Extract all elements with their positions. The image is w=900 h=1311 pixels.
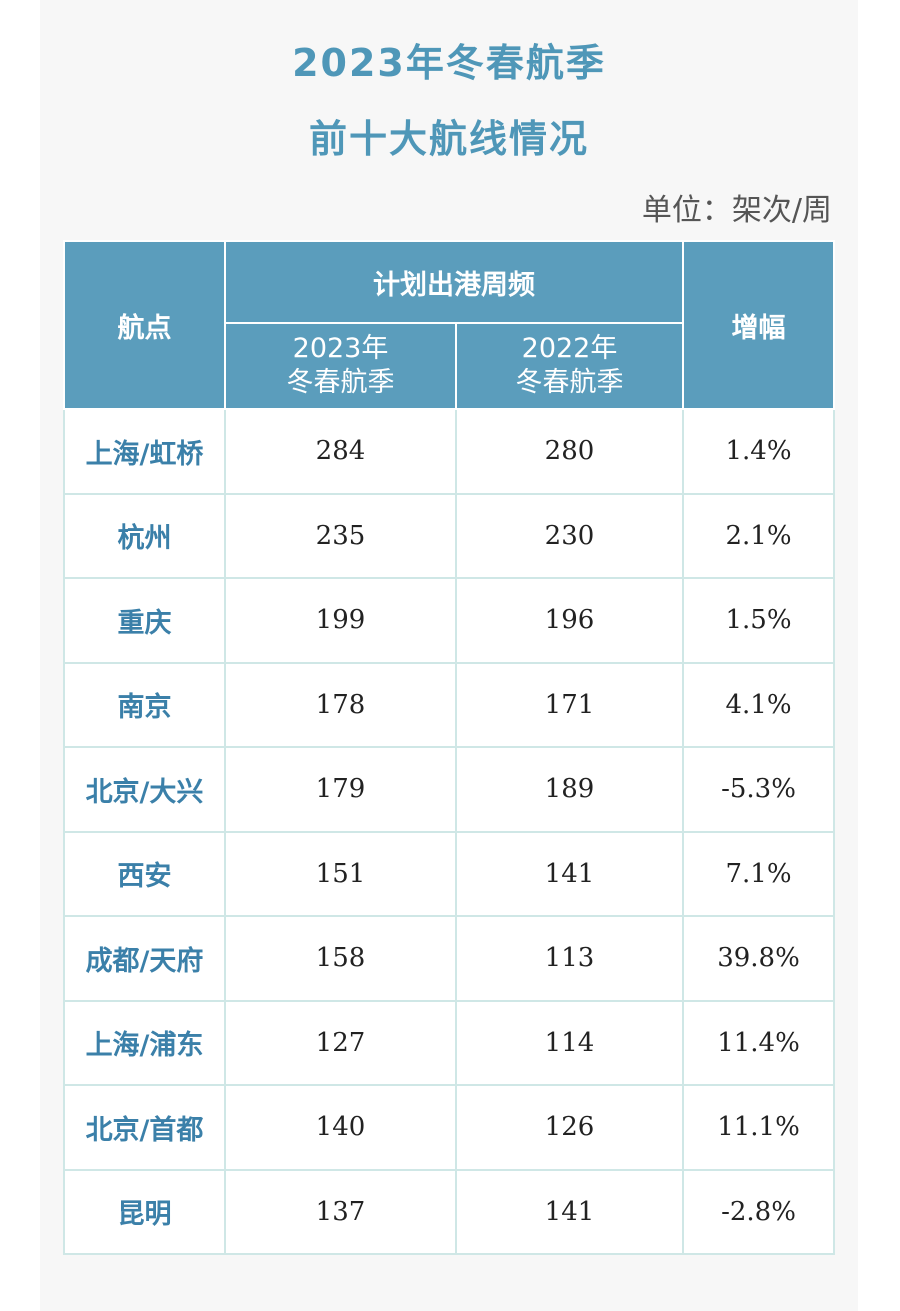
route-cell: 西安 [63, 830, 226, 917]
value-cell: -2.8% [682, 1168, 835, 1255]
title-line: 2023年冬春航季 [292, 41, 606, 85]
value-cell: 7.1% [682, 830, 835, 917]
table-row: 西安 151 141 7.1% [63, 830, 835, 917]
value-cell: 280 [455, 408, 684, 495]
data-table: 航点 计划出港周频 增幅 2023年 冬春航季 2022年 冬春航季 上海/虹桥 28… [63, 240, 835, 1255]
value-cell: 114 [455, 999, 684, 1086]
value-cell: 141 [455, 1168, 684, 1255]
route-cell: 昆明 [63, 1168, 226, 1255]
value-cell: 126 [455, 1084, 684, 1171]
table-row: 重庆 199 196 1.5% [63, 577, 835, 664]
table-row: 成都/天府 158 113 39.8% [63, 915, 835, 1002]
route-cell: 北京/首都 [63, 1084, 226, 1171]
value-cell: 196 [455, 577, 684, 664]
table-row: 北京/首都 140 126 11.1% [63, 1084, 835, 1171]
value-cell: 140 [224, 1084, 457, 1171]
header-cell: 增幅 [682, 240, 835, 410]
value-cell: 127 [224, 999, 457, 1086]
table-row: 南京 178 171 4.1% [63, 661, 835, 748]
value-cell: 39.8% [682, 915, 835, 1002]
value-cell: 230 [455, 492, 684, 579]
value-cell: 4.1% [682, 661, 835, 748]
title-line: 前十大航线情况 [308, 117, 589, 161]
route-cell: 上海/浦东 [63, 999, 226, 1086]
table-row: 上海/浦东 127 114 11.4% [63, 999, 835, 1086]
value-cell: 158 [224, 915, 457, 1002]
value-cell: 11.4% [682, 999, 835, 1086]
value-cell: 235 [224, 492, 457, 579]
header-line: 2023年 [292, 333, 389, 364]
header-row: 2023年 冬春航季 2022年 冬春航季 [64, 322, 834, 410]
value-cell: 137 [224, 1168, 457, 1255]
route-cell: 成都/天府 [63, 915, 226, 1002]
value-cell: 11.1% [682, 1084, 835, 1171]
value-cell: 141 [455, 830, 684, 917]
value-cell: 179 [224, 746, 457, 833]
value-cell: 171 [455, 661, 684, 748]
route-cell: 杭州 [63, 492, 226, 579]
table-head: 航点 计划出港周频 增幅 2023年 冬春航季 2022年 冬春航季 [63, 240, 835, 410]
table-row: 上海/虹桥 284 280 1.4% [63, 408, 835, 495]
header-row: 航点 计划出港周频 增幅 [63, 240, 835, 410]
route-cell: 南京 [63, 661, 226, 748]
route-cell: 上海/虹桥 [63, 408, 226, 495]
header-line: 2022年 [521, 333, 618, 364]
header-cell: 航点 [63, 240, 226, 410]
value-cell: 1.4% [682, 408, 835, 495]
header-line: 冬春航季 [286, 367, 395, 398]
value-cell: 178 [224, 661, 457, 748]
header-cell: 2022年 冬春航季 [455, 322, 684, 410]
value-cell: 189 [455, 746, 684, 833]
unit: 单位：架次/周 [641, 193, 832, 228]
table-row: 杭州 235 230 2.1% [63, 492, 835, 579]
route-cell: 北京/大兴 [63, 746, 226, 833]
value-cell: -5.3% [682, 746, 835, 833]
route-cell: 重庆 [63, 577, 226, 664]
header-cell: 计划出港周频 [224, 240, 684, 324]
value-cell: 1.5% [682, 577, 835, 664]
table-row: 昆明 137 141 -2.8% [63, 1168, 835, 1255]
value-cell: 151 [224, 830, 457, 917]
table-row: 北京/大兴 179 189 -5.3% [63, 746, 835, 833]
value-cell: 199 [224, 577, 457, 664]
header-cell: 2023年 冬春航季 [224, 322, 457, 410]
value-cell: 113 [455, 915, 684, 1002]
value-cell: 284 [224, 408, 457, 495]
value-cell: 2.1% [682, 492, 835, 579]
header-line: 冬春航季 [515, 367, 624, 398]
table-body: 上海/虹桥 284 280 1.4% 杭州 235 230 2.1% 重庆 199 196 1.5% 南… [63, 408, 835, 1255]
